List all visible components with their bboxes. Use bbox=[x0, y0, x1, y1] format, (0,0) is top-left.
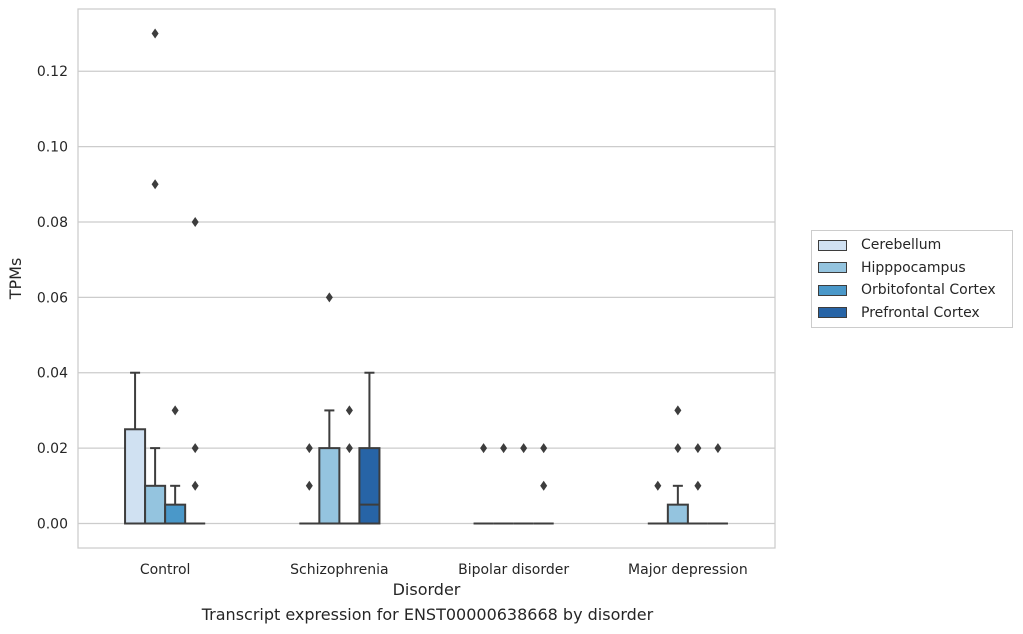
chart-caption: Transcript expression for ENST0000063866… bbox=[201, 605, 654, 624]
legend: Cerebellum Hipppocampus Orbitofontal Corte… bbox=[811, 230, 1013, 328]
box bbox=[358, 447, 381, 525]
outlier-point bbox=[325, 292, 333, 303]
y-tick-label: 0.02 bbox=[37, 441, 68, 457]
box bbox=[666, 503, 689, 525]
legend-swatch bbox=[818, 284, 847, 296]
legend-item: Cerebellum bbox=[812, 234, 1012, 257]
x-tick-label: Control bbox=[140, 562, 191, 578]
x-tick-label: Major depression bbox=[628, 562, 748, 578]
y-tick-label: 0.12 bbox=[37, 64, 68, 80]
box bbox=[144, 484, 167, 525]
y-tick-label: 0.08 bbox=[37, 215, 68, 231]
outlier-point bbox=[191, 443, 199, 454]
x-tick-label: Schizophrenia bbox=[290, 562, 388, 578]
x-axis-ticks: Control Schizophrenia Bipolar disorder Majo… bbox=[140, 562, 748, 578]
legend-label: Cerebellum bbox=[861, 237, 942, 254]
outlier-point bbox=[714, 443, 722, 454]
outlier-point bbox=[305, 480, 313, 491]
box-layer bbox=[124, 28, 728, 525]
outlier-point bbox=[500, 443, 508, 454]
outlier-point bbox=[345, 405, 353, 416]
legend-label: Orbitofontal Cortex bbox=[861, 282, 996, 299]
box-hipppocampus-schizophrenia bbox=[318, 409, 341, 525]
y-tick-label: 0.06 bbox=[37, 290, 68, 306]
outlier-point bbox=[674, 443, 682, 454]
y-tick-label: 0.10 bbox=[37, 140, 68, 156]
box bbox=[124, 428, 147, 525]
box bbox=[164, 503, 187, 525]
box bbox=[318, 447, 341, 525]
y-axis-ticks: 0.00 0.02 0.04 0.06 0.08 0.10 0.12 bbox=[37, 64, 68, 532]
outlier-point bbox=[191, 216, 199, 227]
y-axis-label: TPMs bbox=[6, 258, 25, 301]
legend-item: Prefrontal Cortex bbox=[812, 302, 1012, 325]
x-axis-label: Disorder bbox=[393, 580, 461, 599]
grid-lines bbox=[78, 70, 775, 525]
legend-swatch bbox=[818, 239, 847, 251]
box-prefrontal-cortex-schizophrenia bbox=[358, 371, 381, 525]
legend-swatch bbox=[818, 262, 847, 274]
outlier-point bbox=[540, 480, 548, 491]
outlier-point bbox=[305, 443, 313, 454]
outlier-point bbox=[151, 179, 159, 190]
plot-frame bbox=[77, 8, 776, 549]
outlier-point bbox=[694, 480, 702, 491]
box-hipppocampus-control bbox=[144, 447, 167, 525]
legend-label: Prefrontal Cortex bbox=[861, 304, 980, 321]
y-tick-label: 0.00 bbox=[37, 517, 68, 533]
outlier-point bbox=[674, 405, 682, 416]
legend-label: Hipppocampus bbox=[861, 259, 966, 276]
x-tick-label: Bipolar disorder bbox=[458, 562, 569, 578]
legend-item: Hipppocampus bbox=[812, 257, 1012, 280]
y-tick-label: 0.04 bbox=[37, 366, 68, 382]
outlier-point bbox=[540, 443, 548, 454]
outlier-point bbox=[171, 405, 179, 416]
box-hipppocampus-major-depression bbox=[666, 484, 689, 525]
outlier-point bbox=[694, 443, 702, 454]
box-cerebellum-control bbox=[124, 371, 147, 525]
legend-item: Orbitofontal Cortex bbox=[812, 279, 1012, 302]
outlier-point bbox=[480, 443, 488, 454]
outlier-point bbox=[191, 480, 199, 491]
outlier-point bbox=[345, 443, 353, 454]
legend-swatch bbox=[818, 307, 847, 319]
outlier-point bbox=[654, 480, 662, 491]
box-orbitofontal-cortex-control bbox=[164, 484, 187, 525]
outlier-point bbox=[151, 28, 159, 39]
outlier-point bbox=[520, 443, 528, 454]
